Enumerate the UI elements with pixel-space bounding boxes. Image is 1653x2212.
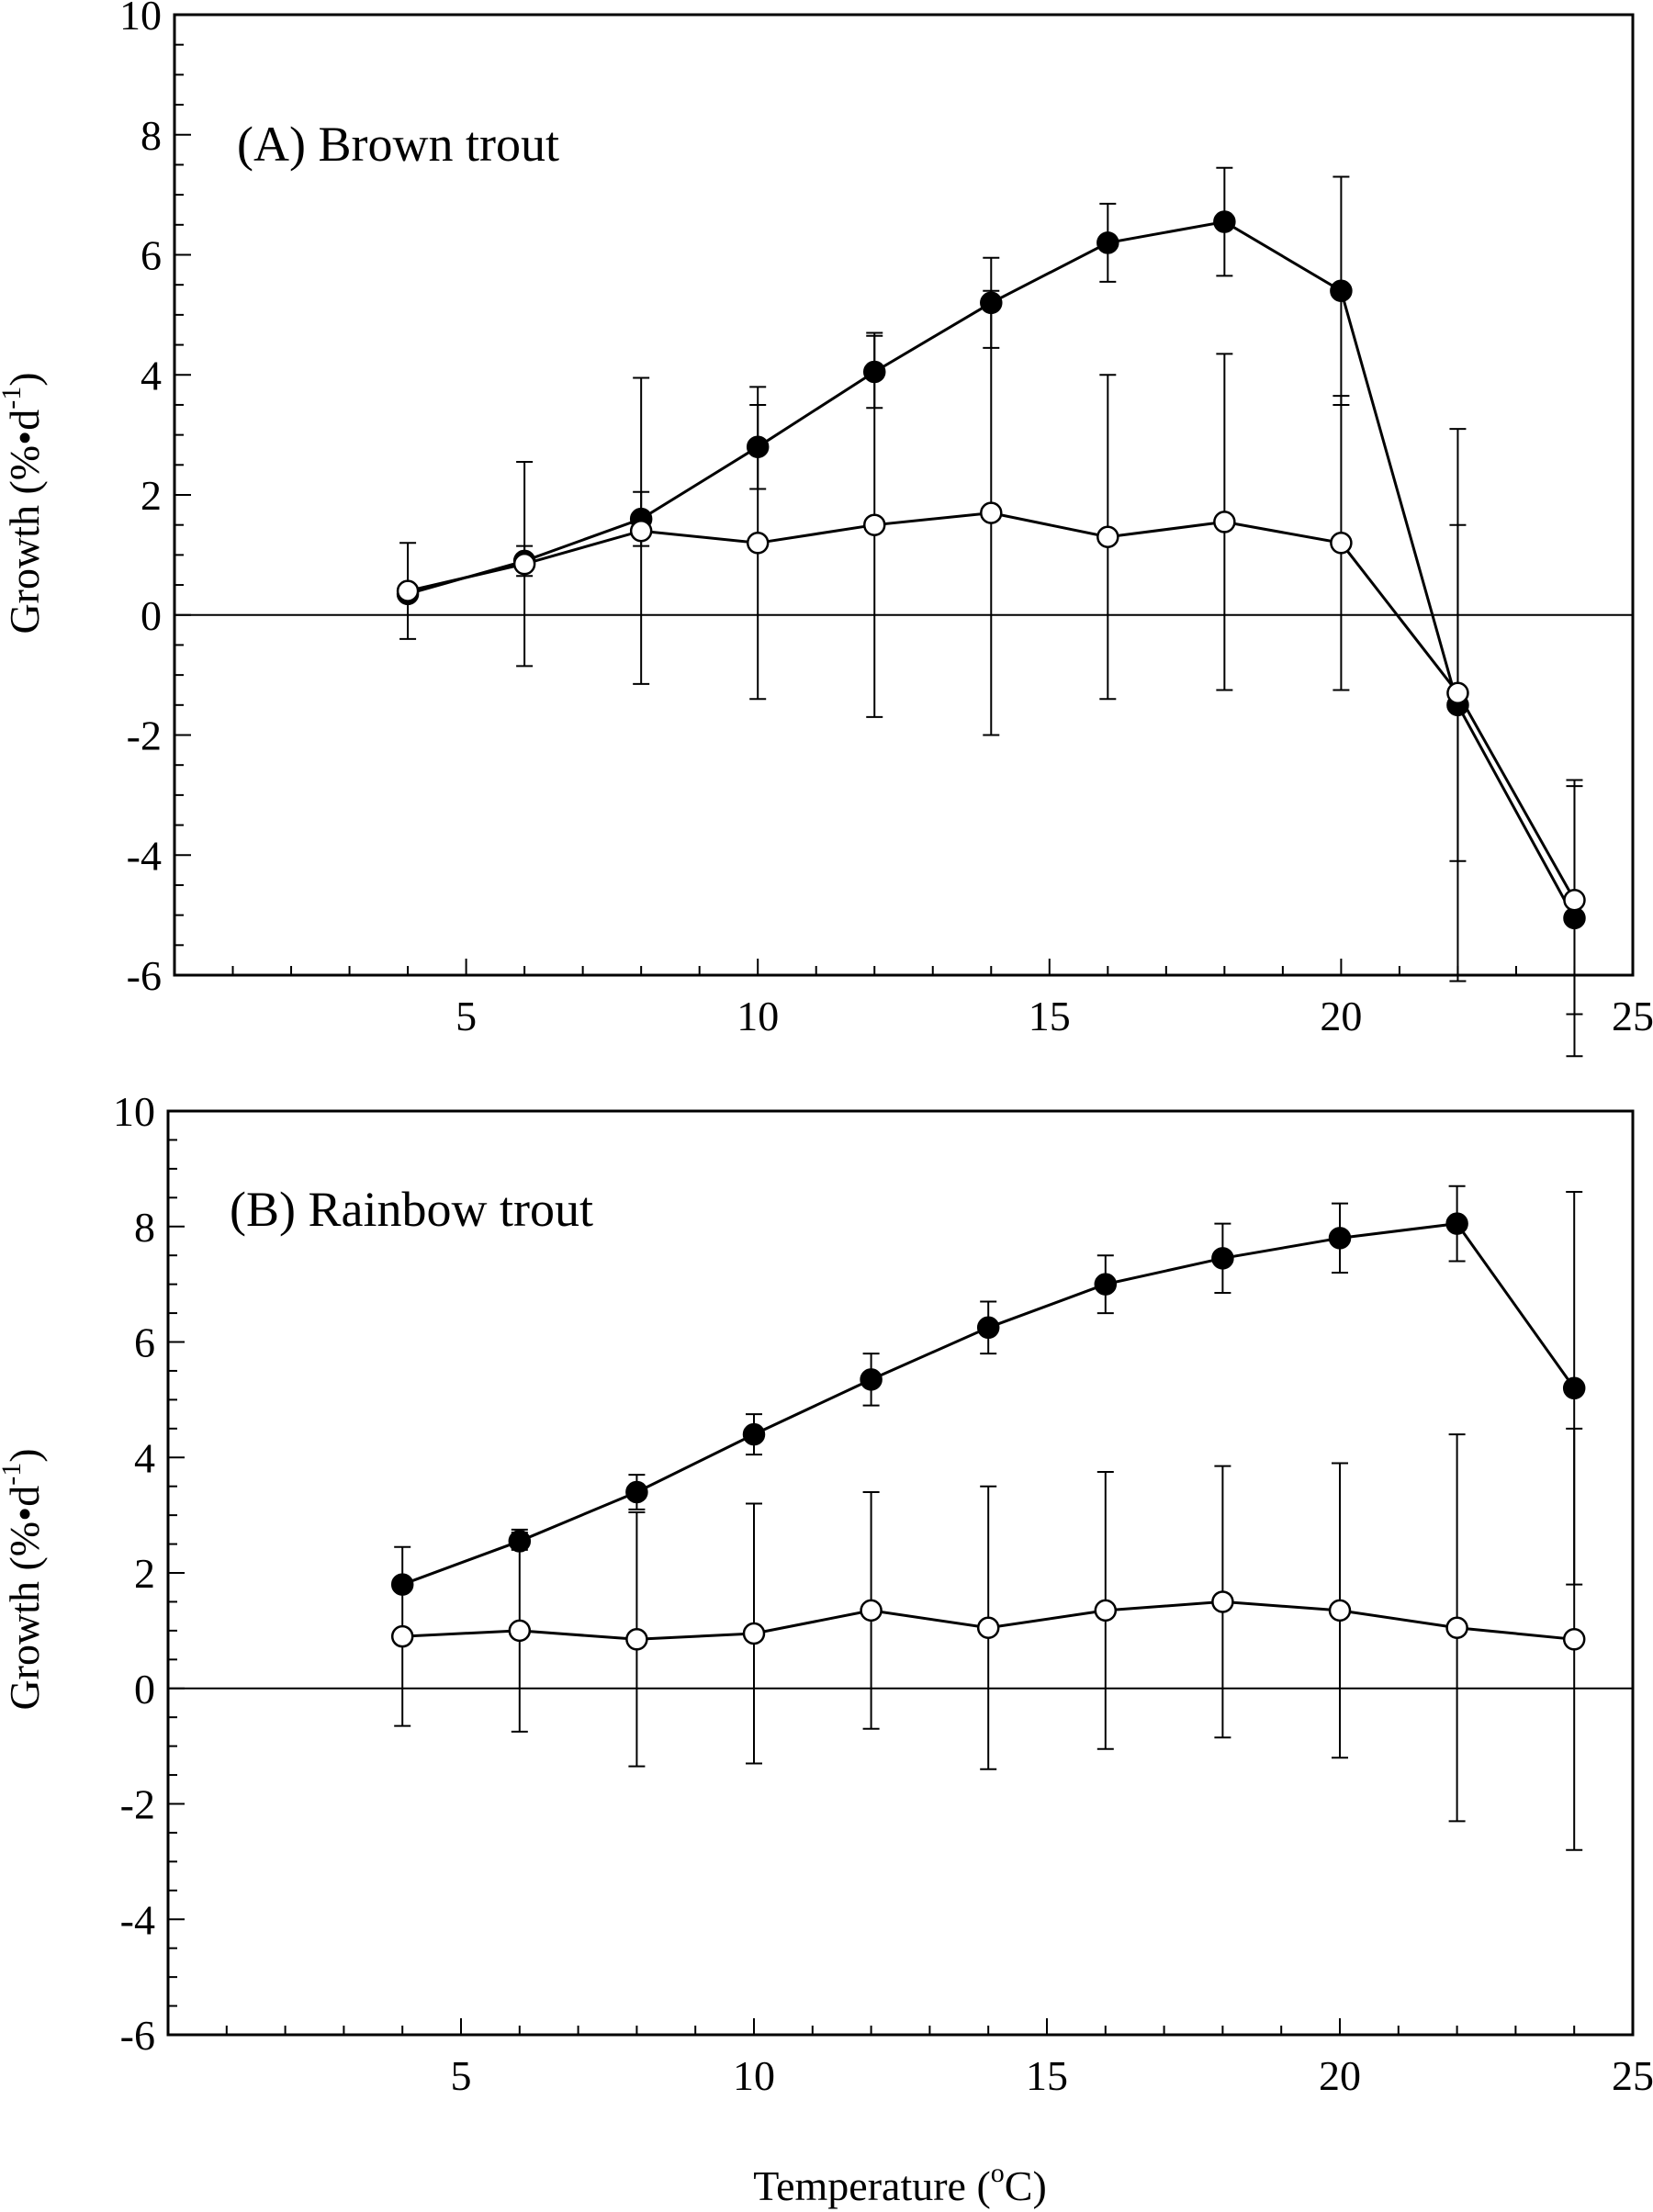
open-series-point bbox=[1096, 525, 1119, 549]
filled-series-point bbox=[390, 1573, 414, 1596]
filled-series-point bbox=[980, 291, 1003, 315]
filled-series-point bbox=[860, 1368, 883, 1391]
x-tick-label: 10 bbox=[733, 2052, 775, 2099]
open-series-point bbox=[1445, 1616, 1468, 1639]
y-tick-label: -6 bbox=[120, 2012, 155, 2059]
y-tick-label: 10 bbox=[119, 0, 162, 39]
y-tick-label: 4 bbox=[141, 352, 162, 399]
open-series-point bbox=[980, 501, 1003, 524]
filled-series-point bbox=[1562, 1376, 1586, 1400]
x-tick-label: 5 bbox=[455, 993, 477, 1039]
x-tick-label: 25 bbox=[1612, 2052, 1653, 2099]
open-series-point bbox=[1328, 1599, 1352, 1623]
y-axis-label: Growth (%•d-1) bbox=[0, 372, 48, 634]
y-tick-label: 2 bbox=[134, 1550, 155, 1597]
x-axis-label-close: C) bbox=[1005, 2162, 1047, 2209]
x-tick-label: 15 bbox=[1026, 2052, 1068, 2099]
open-series-point bbox=[746, 532, 770, 555]
open-series-point bbox=[625, 1628, 648, 1651]
y-axis-label-superscript: -1 bbox=[0, 387, 27, 410]
filled-series-point bbox=[508, 1530, 532, 1553]
panel-label: (B) Rainbow trout bbox=[230, 1182, 593, 1237]
y-tick-label: 8 bbox=[141, 112, 162, 159]
y-axis-label: Growth (%•d-1) bbox=[0, 1448, 48, 1710]
x-tick-label: 10 bbox=[737, 993, 779, 1039]
y-tick-label: -2 bbox=[120, 1781, 155, 1828]
open-series-point bbox=[508, 1619, 532, 1643]
open-series-point bbox=[976, 1616, 1000, 1639]
x-axis-label: Temperature (oC) bbox=[753, 2158, 1047, 2209]
filled-series-point bbox=[862, 360, 886, 384]
x-axis-label-text: Temperature ( bbox=[753, 2162, 991, 2209]
filled-series-point bbox=[1328, 1227, 1352, 1250]
open-series-point bbox=[742, 1622, 766, 1645]
filled-series-point bbox=[625, 1480, 648, 1504]
panel-label: (A) Brown trout bbox=[237, 117, 559, 172]
filled-series-point bbox=[1096, 231, 1119, 254]
y-tick-label: -6 bbox=[127, 952, 162, 999]
y-tick-label: 2 bbox=[141, 472, 162, 519]
open-series-point bbox=[860, 1599, 883, 1623]
open-series-point bbox=[1330, 532, 1353, 555]
x-tick-label: 20 bbox=[1319, 2052, 1361, 2099]
y-tick-label: 0 bbox=[141, 592, 162, 639]
y-tick-label: 8 bbox=[134, 1204, 155, 1251]
x-tick-label: 5 bbox=[451, 2052, 472, 2099]
open-series-point bbox=[1446, 681, 1469, 704]
y-tick-label: 10 bbox=[113, 1088, 155, 1135]
x-tick-label: 15 bbox=[1029, 993, 1071, 1039]
filled-series-point bbox=[976, 1316, 1000, 1340]
open-series-point bbox=[396, 579, 420, 602]
x-tick-label: 25 bbox=[1612, 993, 1653, 1039]
open-series-point bbox=[512, 552, 536, 576]
filled-series-point bbox=[1211, 1247, 1234, 1270]
open-series-point bbox=[862, 513, 886, 536]
y-axis-label-text: Growth (%•d bbox=[1, 1486, 48, 1711]
plot-frame bbox=[166, 1109, 1635, 2037]
open-series-point bbox=[1094, 1599, 1118, 1623]
open-series-point bbox=[390, 1624, 414, 1648]
filled-series-point bbox=[746, 435, 770, 458]
filled-series-point bbox=[1330, 279, 1353, 302]
y-tick-label: -4 bbox=[120, 1896, 155, 1943]
filled-series-point bbox=[1445, 1212, 1468, 1235]
x-tick-label: 20 bbox=[1320, 993, 1362, 1039]
y-tick-label: -4 bbox=[127, 832, 162, 879]
y-tick-label: -2 bbox=[127, 713, 162, 759]
y-axis-label-superscript: -1 bbox=[0, 1463, 27, 1486]
y-axis-label-text: Growth (%•d bbox=[1, 410, 48, 634]
y-tick-label: 4 bbox=[134, 1434, 155, 1481]
y-axis-label-close: ) bbox=[1, 372, 48, 386]
filled-series-point bbox=[1094, 1273, 1118, 1296]
filled-series-point bbox=[1213, 210, 1236, 233]
panel-brown-trout: (A) Brown trout Growth (%•d-1) 5 10 15 20 25… bbox=[0, 0, 1653, 1058]
x-axis-label-superscript: o bbox=[991, 2158, 1005, 2188]
y-tick-label: 6 bbox=[134, 1319, 155, 1366]
y-tick-label: 6 bbox=[141, 232, 162, 279]
y-tick-label: 0 bbox=[134, 1666, 155, 1712]
open-series-point bbox=[1562, 1628, 1586, 1651]
y-axis-label-close: ) bbox=[1, 1448, 48, 1462]
open-series-point bbox=[1213, 511, 1236, 533]
open-series-point bbox=[1563, 889, 1586, 912]
filled-series-point bbox=[742, 1422, 766, 1446]
open-series-point bbox=[1211, 1590, 1234, 1613]
open-series-point bbox=[629, 519, 653, 543]
panel-rainbow-trout: (B) Rainbow trout Growth (%•d-1) Tempera… bbox=[0, 1088, 1653, 2209]
